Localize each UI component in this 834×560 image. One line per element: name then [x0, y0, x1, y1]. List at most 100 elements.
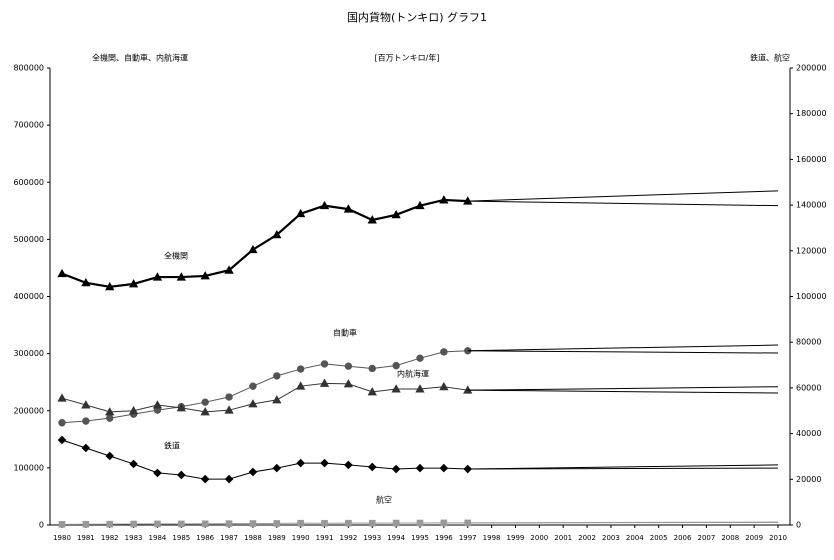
y2-tick-label: 60000 [796, 383, 821, 392]
point [319, 378, 330, 387]
series-label: 全機関 [164, 251, 188, 261]
series-line [61, 382, 468, 413]
x-tick-label: 1996 [435, 534, 453, 542]
point [345, 519, 352, 527]
point [272, 463, 282, 473]
point [152, 272, 163, 281]
point [343, 204, 354, 213]
point [200, 407, 210, 416]
x-tick-label: 2001 [554, 534, 572, 542]
x-tick-label: 2005 [650, 534, 668, 542]
series-line [467, 464, 779, 470]
y-tick-label: 800000 [13, 64, 44, 73]
point [225, 520, 233, 527]
point [367, 215, 377, 224]
y-tick-label: 600000 [13, 178, 44, 187]
x-tick-label: 1990 [292, 534, 310, 542]
point [128, 279, 139, 288]
x-tick-label: 1988 [244, 534, 262, 542]
point [297, 519, 304, 527]
y-tick-label: 400000 [13, 292, 44, 301]
x-tick-label: 1980 [53, 534, 71, 542]
y2-tick-label: 40000 [796, 429, 821, 438]
x-tick-label: 1982 [101, 534, 119, 542]
point [367, 387, 377, 396]
point [177, 470, 186, 480]
series-line [467, 350, 779, 354]
x-tick-label: 1992 [339, 534, 357, 542]
point [57, 268, 67, 278]
point [368, 364, 376, 373]
y2-tick-label: 0 [796, 521, 801, 530]
x-tick-label: 1991 [316, 534, 334, 542]
y2-tick-label: 20000 [796, 475, 821, 484]
y2-tick-label: 80000 [796, 338, 821, 347]
point [81, 443, 91, 453]
point [296, 458, 305, 468]
y-tick-label: 500000 [13, 235, 44, 244]
point [153, 468, 162, 478]
point [440, 519, 448, 527]
point [344, 460, 353, 470]
point [105, 451, 115, 461]
point [106, 414, 114, 422]
y-tick-label: 300000 [13, 349, 44, 358]
x-tick-label: 1999 [507, 534, 525, 542]
x-tick-label: 1986 [196, 534, 214, 542]
x-tick-label: 1983 [125, 534, 143, 542]
x-tick-label: 2006 [674, 534, 692, 542]
point [320, 458, 329, 468]
series-line [61, 522, 468, 525]
series-label: 鉄道 [164, 441, 180, 451]
point [296, 381, 306, 390]
point [416, 354, 424, 362]
series-line [61, 350, 468, 424]
point [319, 200, 330, 210]
point [368, 519, 376, 527]
x-tick-label: 1981 [77, 534, 95, 542]
point [176, 272, 186, 281]
y2-tick-label: 180000 [796, 109, 827, 118]
x-tick-label: 1989 [268, 534, 286, 542]
y2-tick-label: 120000 [796, 246, 827, 255]
series-label: 航空 [376, 495, 392, 505]
point [463, 464, 473, 474]
point [249, 520, 257, 527]
x-tick-label: 1984 [149, 534, 167, 542]
point [248, 467, 258, 477]
point [296, 208, 306, 218]
y-tick-label: 200000 [13, 406, 44, 415]
series-line [61, 198, 468, 288]
x-tick-label: 2008 [721, 534, 739, 542]
point [128, 405, 139, 415]
point [439, 463, 449, 473]
y-tick-label: 0 [39, 521, 44, 530]
point [273, 372, 281, 380]
point [57, 393, 67, 402]
point [273, 520, 281, 527]
point [415, 463, 425, 473]
x-tick-label: 1993 [363, 534, 381, 542]
chart-title: 国内貨物(トンキロ) グラフ1 [347, 10, 487, 24]
point [176, 403, 186, 412]
x-tick-label: 1987 [220, 534, 238, 542]
point [439, 381, 449, 391]
point [367, 462, 377, 472]
x-tick-label: 2000 [530, 534, 548, 542]
series-label: 自動車 [333, 328, 357, 338]
point [82, 417, 90, 425]
point [344, 362, 353, 370]
point [392, 519, 400, 527]
y-tick-label: 700000 [13, 121, 44, 130]
point [439, 195, 449, 204]
point [320, 360, 329, 368]
x-tick-label: 2009 [745, 534, 763, 542]
series-line [61, 439, 468, 480]
point [248, 399, 258, 408]
point [105, 281, 115, 291]
point [272, 229, 282, 239]
point [81, 400, 91, 409]
y2-tick-label: 140000 [796, 201, 827, 210]
series-line [467, 190, 779, 202]
